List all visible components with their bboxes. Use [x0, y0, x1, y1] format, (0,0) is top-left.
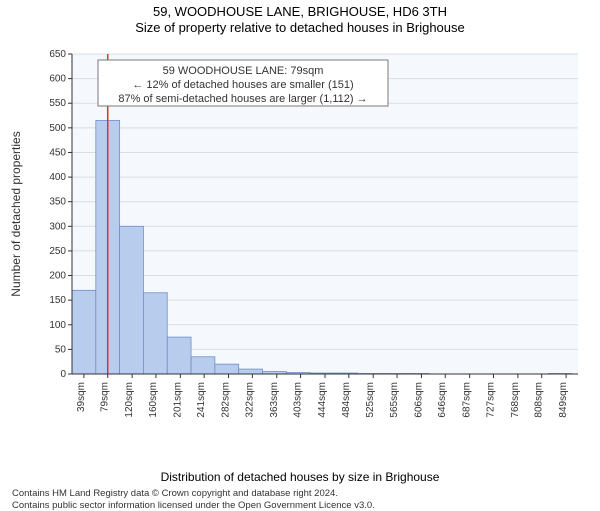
xtick-label: 606sqm — [413, 382, 424, 418]
ytick-label: 650 — [49, 49, 66, 60]
ytick-label: 100 — [49, 320, 66, 331]
histogram-bar — [143, 293, 167, 374]
ytick-label: 400 — [49, 172, 66, 183]
xtick-label: 444sqm — [317, 382, 328, 418]
histogram-bar — [215, 364, 239, 374]
xtick-label: 727sqm — [485, 382, 496, 418]
xtick-label: 363sqm — [269, 382, 280, 418]
xtick-label: 849sqm — [558, 382, 569, 418]
xtick-label: 39sqm — [76, 382, 87, 412]
ytick-label: 450 — [49, 147, 66, 158]
ytick-label: 600 — [49, 74, 66, 85]
x-axis-label: Distribution of detached houses by size … — [0, 470, 600, 484]
footer-line-2: Contains public sector information licen… — [12, 500, 375, 511]
ytick-label: 200 — [49, 271, 66, 282]
annotation-line-2: ← 12% of detached houses are smaller (15… — [132, 79, 353, 91]
histogram-chart: 0 50 100 150 200 250 300 350 400 450 500 550 600 650 3… — [38, 50, 584, 430]
annotation-line-3: 87% of semi-detached houses are larger (… — [118, 93, 367, 105]
histogram-bar — [191, 357, 215, 374]
xtick-label: 120sqm — [124, 382, 135, 418]
xtick-label: 403sqm — [293, 382, 304, 418]
xtick-label: 241sqm — [196, 382, 207, 418]
xtick-label: 201sqm — [172, 382, 183, 418]
ytick-label: 550 — [49, 98, 66, 109]
xtick-label: 646sqm — [437, 382, 448, 418]
histogram-bar — [120, 226, 144, 374]
footer-line-1: Contains HM Land Registry data © Crown c… — [12, 488, 338, 499]
xtick-label: 484sqm — [341, 382, 352, 418]
page-subtitle: Size of property relative to detached ho… — [0, 20, 600, 35]
ytick-label: 500 — [49, 123, 66, 134]
ytick-label: 150 — [49, 295, 66, 306]
annotation-line-1: 59 WOODHOUSE LANE: 79sqm — [163, 65, 324, 77]
xtick-label: 160sqm — [148, 382, 159, 418]
histogram-bar — [239, 369, 263, 374]
xtick-label: 808sqm — [534, 382, 545, 418]
histogram-bar — [72, 290, 96, 374]
ytick-label: 50 — [55, 344, 67, 355]
ytick-label: 350 — [49, 197, 66, 208]
ytick-label: 250 — [49, 246, 66, 257]
xtick-label: 768sqm — [510, 382, 521, 418]
xtick-label: 282sqm — [221, 382, 232, 418]
xtick-label: 79sqm — [100, 382, 111, 412]
xtick-label: 565sqm — [389, 382, 400, 418]
y-axis-label: Number of detached properties — [9, 131, 23, 296]
histogram-bar — [167, 337, 191, 374]
ytick-label: 300 — [49, 221, 66, 232]
page-title: 59, WOODHOUSE LANE, BRIGHOUSE, HD6 3TH — [0, 4, 600, 19]
xtick-label: 687sqm — [462, 382, 473, 418]
ytick-label: 0 — [60, 369, 66, 380]
chart-svg: 0 50 100 150 200 250 300 350 400 450 500 550 600 650 3… — [38, 50, 584, 430]
xtick-label: 525sqm — [365, 382, 376, 418]
xtick-label: 322sqm — [244, 382, 255, 418]
